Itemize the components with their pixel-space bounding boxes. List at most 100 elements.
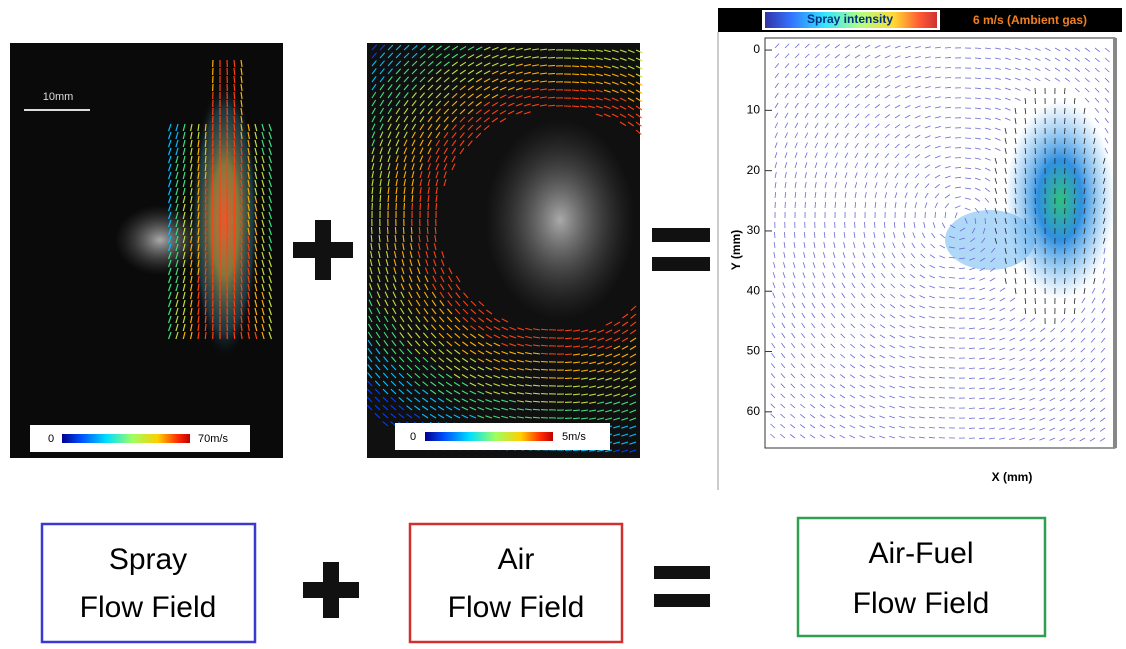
vector — [533, 401, 540, 402]
equals-sign — [652, 257, 710, 271]
y-tick-label: 50 — [747, 344, 761, 358]
vector — [234, 220, 235, 227]
vector — [234, 252, 235, 259]
ambient-label: 6 m/s (Ambient gas) — [973, 13, 1087, 27]
vector — [205, 204, 206, 211]
vector — [234, 260, 235, 267]
colorbar-min: 0 — [410, 431, 416, 443]
vector — [436, 203, 437, 210]
vector — [234, 172, 235, 179]
y-tick-label: 60 — [747, 404, 761, 418]
vector — [945, 57, 951, 58]
vector — [573, 410, 580, 411]
equals-sign — [652, 228, 710, 242]
vector — [572, 74, 579, 75]
vector — [234, 212, 235, 219]
vector — [548, 105, 555, 106]
vector — [435, 227, 436, 234]
vector — [205, 124, 206, 131]
vector — [205, 332, 206, 339]
vector — [205, 300, 206, 307]
vector — [234, 244, 235, 251]
vector — [969, 398, 975, 399]
vector — [541, 369, 548, 370]
vector — [205, 140, 206, 147]
vector — [234, 188, 235, 195]
vector — [205, 132, 206, 139]
vector — [205, 308, 206, 315]
equals-sign — [654, 566, 710, 579]
vector — [411, 227, 412, 234]
vector — [205, 316, 206, 323]
vector — [205, 156, 206, 163]
equals-sign — [654, 594, 710, 607]
vector — [387, 227, 388, 234]
vector — [234, 332, 235, 339]
vector — [548, 73, 555, 74]
colorbar — [425, 432, 553, 441]
colorbar-max: 70m/s — [198, 433, 228, 445]
vector — [205, 220, 206, 227]
vector — [205, 268, 206, 275]
vector — [234, 76, 235, 83]
box-text: Air-Fuel — [868, 537, 973, 570]
vector — [548, 97, 555, 98]
vector — [541, 385, 548, 386]
label-box — [42, 524, 255, 642]
vector — [234, 316, 235, 323]
vector — [533, 409, 540, 410]
vector — [572, 98, 579, 99]
vector — [533, 417, 540, 418]
plus-sign — [303, 562, 359, 618]
vector — [234, 148, 235, 155]
y-tick-label: 0 — [753, 42, 760, 56]
vector — [572, 66, 579, 67]
vector — [395, 227, 396, 234]
vector — [949, 277, 955, 278]
box-text: Flow Field — [448, 591, 585, 624]
vector — [205, 276, 206, 283]
vector — [565, 338, 572, 339]
vector — [205, 212, 206, 219]
vector — [205, 228, 206, 235]
vector — [205, 164, 206, 171]
vector — [234, 276, 235, 283]
vector — [548, 89, 555, 90]
vector — [234, 228, 235, 235]
vector — [548, 81, 555, 82]
vector — [234, 196, 235, 203]
scale-label: 10mm — [43, 91, 74, 103]
vector — [548, 57, 555, 58]
vector — [205, 180, 206, 187]
spray-intensity — [945, 210, 1035, 270]
vector — [975, 58, 981, 59]
vector — [975, 48, 981, 49]
vector — [969, 378, 975, 379]
y-tick-label: 30 — [747, 223, 761, 237]
vector — [565, 378, 572, 379]
spray-intensity — [1005, 100, 1115, 300]
vector — [205, 188, 206, 195]
vector — [959, 278, 965, 279]
vector — [205, 196, 206, 203]
vector — [234, 84, 235, 91]
vector — [234, 180, 235, 187]
box-text: Spray — [109, 543, 187, 576]
y-tick-label: 20 — [747, 163, 761, 177]
vector — [565, 362, 572, 363]
vector — [565, 386, 572, 387]
vector — [874, 222, 875, 228]
vector — [234, 156, 235, 163]
colorbar-max: 5m/s — [562, 431, 586, 443]
colorbar-min: 0 — [48, 433, 54, 445]
vector — [541, 377, 548, 378]
vector — [234, 132, 235, 139]
vector — [379, 227, 380, 234]
vector — [541, 337, 548, 338]
vector — [234, 164, 235, 171]
vector — [205, 324, 206, 331]
vector — [548, 65, 555, 66]
air-cloud — [485, 120, 635, 320]
vector — [939, 377, 945, 378]
vector — [939, 387, 945, 388]
